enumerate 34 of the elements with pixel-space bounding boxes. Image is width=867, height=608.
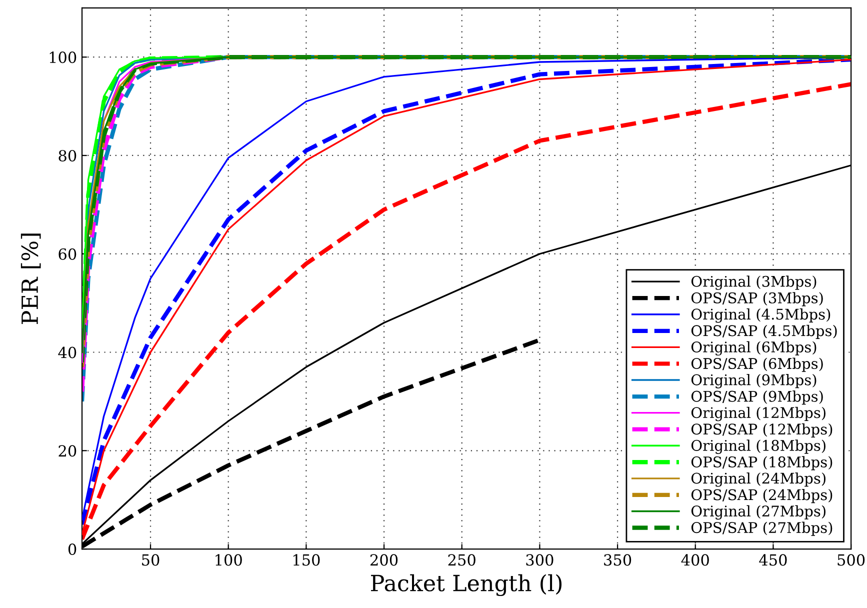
legend-label: OPS/SAP (3Mbps): [691, 292, 823, 306]
x-tick-label: 500: [838, 554, 865, 566]
legend-label: Original (24Mbps): [691, 472, 826, 487]
legend-label: OPS/SAP (18Mbps): [691, 456, 832, 470]
legend-label: Original (6Mbps): [691, 341, 816, 356]
y-tick-label: 60: [58, 248, 76, 260]
x-tick-label: 250: [448, 554, 476, 566]
y-tick-label: 80: [58, 150, 76, 162]
x-tick-label: 150: [293, 554, 320, 566]
legend-label: OPS/SAP (6Mbps): [691, 358, 823, 372]
legend-label: OPS/SAP (9Mbps): [691, 390, 823, 405]
x-tick-label: 50: [142, 554, 160, 566]
x-tick-label: 450: [759, 554, 787, 566]
legend-label: Original (12Mbps): [691, 406, 826, 422]
y-tick-label: 40: [58, 346, 76, 358]
legend-label: OPS/SAP (4.5Mbps): [691, 324, 837, 340]
x-tick-label: 100: [216, 554, 242, 566]
y-axis-title: PER [%]: [20, 234, 41, 324]
legend-label: OPS/SAP (27Mbps): [691, 522, 832, 536]
legend-label: OPS/SAP (12Mbps): [691, 423, 832, 438]
x-tick-label: 400: [681, 554, 709, 566]
y-tick-label: 20: [58, 445, 76, 457]
legend-label: Original (18Mbps): [691, 440, 826, 454]
legend-label: Original (3Mbps): [691, 276, 816, 290]
legend-label: Original (4.5Mbps): [691, 308, 830, 323]
legend-label: Original (27Mbps): [691, 505, 826, 520]
y-tick-label: 0: [68, 543, 76, 556]
x-tick-label: 200: [370, 554, 398, 566]
legend-label: OPS/SAP (24Mbps): [691, 488, 832, 504]
x-axis-title: Packet Length (l): [371, 574, 562, 596]
legend-label: Original (9Mbps): [691, 374, 816, 388]
x-tick-label: 350: [604, 554, 632, 566]
y-tick-label: 100: [50, 52, 76, 64]
x-tick-label: 300: [526, 554, 554, 566]
